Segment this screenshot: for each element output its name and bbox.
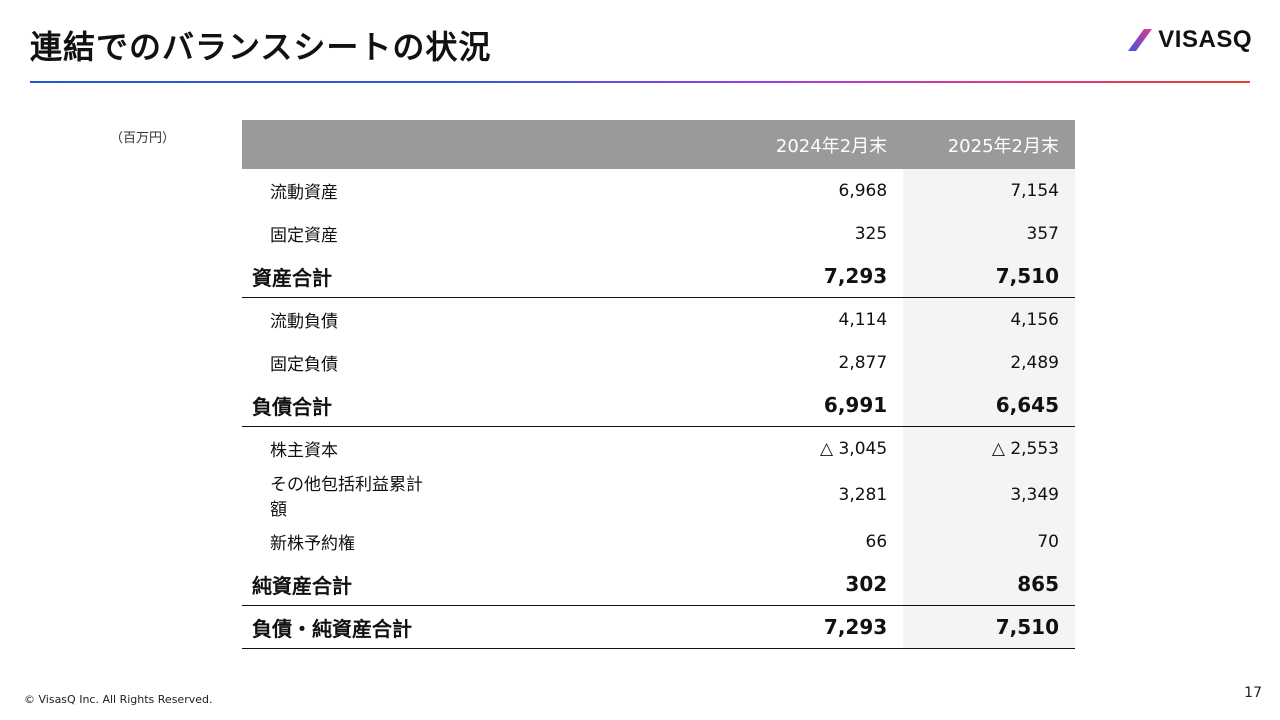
copyright: © VisasQ Inc. All Rights Reserved.	[24, 693, 213, 706]
table-row: 株主資本 △ 3,045 △ 2,553	[242, 426, 1075, 471]
value-fy2024: 302	[688, 563, 904, 606]
header-fy2025: 2025年2月末	[903, 120, 1075, 169]
row-label: 株主資本	[270, 441, 338, 461]
value-fy2024: 7,293	[688, 605, 904, 649]
value-fy2025: 70	[903, 520, 1075, 563]
value-fy2025: 7,510	[903, 255, 1075, 298]
row-label: 固定負債	[270, 355, 338, 375]
row-spacer	[453, 605, 689, 649]
table-row: 固定負債 2,877 2,489	[242, 341, 1075, 384]
value-fy2025: 3,349	[903, 470, 1075, 520]
company-logo: VISASQ	[1128, 26, 1252, 54]
table-row: その他包括利益累計額 3,281 3,349	[242, 470, 1075, 520]
header-label-cell	[242, 120, 454, 169]
table-row: 固定資産 325 357	[242, 212, 1075, 255]
row-label: 固定資産	[270, 226, 338, 246]
value-fy2024: 325	[854, 223, 888, 244]
row-spacer	[454, 520, 689, 563]
row-spacer	[454, 298, 689, 342]
row-label: その他包括利益累計額	[270, 475, 423, 520]
balance-sheet-table: 2024年2月末 2025年2月末 流動資産 6,968 7,154 固定資産 325 3…	[242, 120, 1075, 649]
page-number: 17	[1244, 685, 1262, 701]
header-fy2024: 2024年2月末	[688, 120, 904, 169]
value-fy2025: △ 2,553	[903, 426, 1075, 470]
row-spacer	[454, 169, 689, 212]
row-spacer	[454, 470, 689, 520]
row-label: 流動資産	[270, 183, 338, 203]
value-fy2025: 357	[903, 212, 1075, 255]
value-fy2025: 2,489	[903, 341, 1075, 384]
row-spacer	[453, 563, 689, 606]
value-fy2024: 66	[865, 531, 888, 552]
row-spacer	[454, 212, 689, 255]
value-fy2024: 2,877	[838, 352, 888, 373]
row-label: 流動負債	[270, 312, 338, 332]
unit-note: （百万円）	[110, 131, 176, 146]
table-row: 流動負債 4,114 4,156	[242, 297, 1075, 342]
value-fy2024: 7,293	[688, 255, 904, 298]
row-label: 資産合計	[242, 255, 454, 298]
total-row: 純資産合計 302 865	[242, 563, 1075, 606]
slash-mark-icon	[1128, 29, 1153, 51]
total-row: 負債・純資産合計 7,293 7,510	[242, 605, 1075, 649]
value-fy2024: △ 3,045	[820, 438, 888, 459]
row-label: 新株予約権	[270, 534, 355, 554]
value-fy2024: 6,968	[838, 180, 888, 201]
table-row: 流動資産 6,968 7,154	[242, 169, 1075, 212]
table-row: 新株予約権 66 70	[242, 520, 1075, 563]
value-fy2025: 7,154	[903, 169, 1075, 212]
value-fy2024: 6,991	[688, 384, 904, 427]
logo-text: VISASQ	[1158, 26, 1252, 53]
value-fy2025: 7,510	[903, 605, 1075, 649]
table-body: 流動資産 6,968 7,154 固定資産 325 357 資産合計 7,293 7,510 流動…	[242, 169, 1075, 649]
row-spacer	[454, 341, 689, 384]
table-header-row: 2024年2月末 2025年2月末	[242, 120, 1075, 169]
title-divider	[30, 81, 1250, 83]
header-spacer-cell	[453, 120, 689, 169]
row-spacer	[453, 384, 689, 427]
value-fy2024: 3,281	[838, 485, 888, 505]
row-label: 負債合計	[242, 384, 454, 427]
value-fy2025: 6,645	[903, 384, 1075, 427]
value-fy2025: 4,156	[903, 297, 1075, 341]
page-title: 連結でのバランスシートの状況	[30, 28, 492, 66]
row-spacer	[453, 255, 689, 298]
total-row: 負債合計 6,991 6,645	[242, 384, 1075, 427]
value-fy2025: 865	[903, 563, 1075, 606]
total-row: 資産合計 7,293 7,510	[242, 255, 1075, 298]
row-spacer	[454, 427, 689, 471]
row-label: 純資産合計	[242, 563, 454, 606]
row-label: 負債・純資産合計	[242, 605, 454, 649]
value-fy2024: 4,114	[838, 309, 888, 330]
